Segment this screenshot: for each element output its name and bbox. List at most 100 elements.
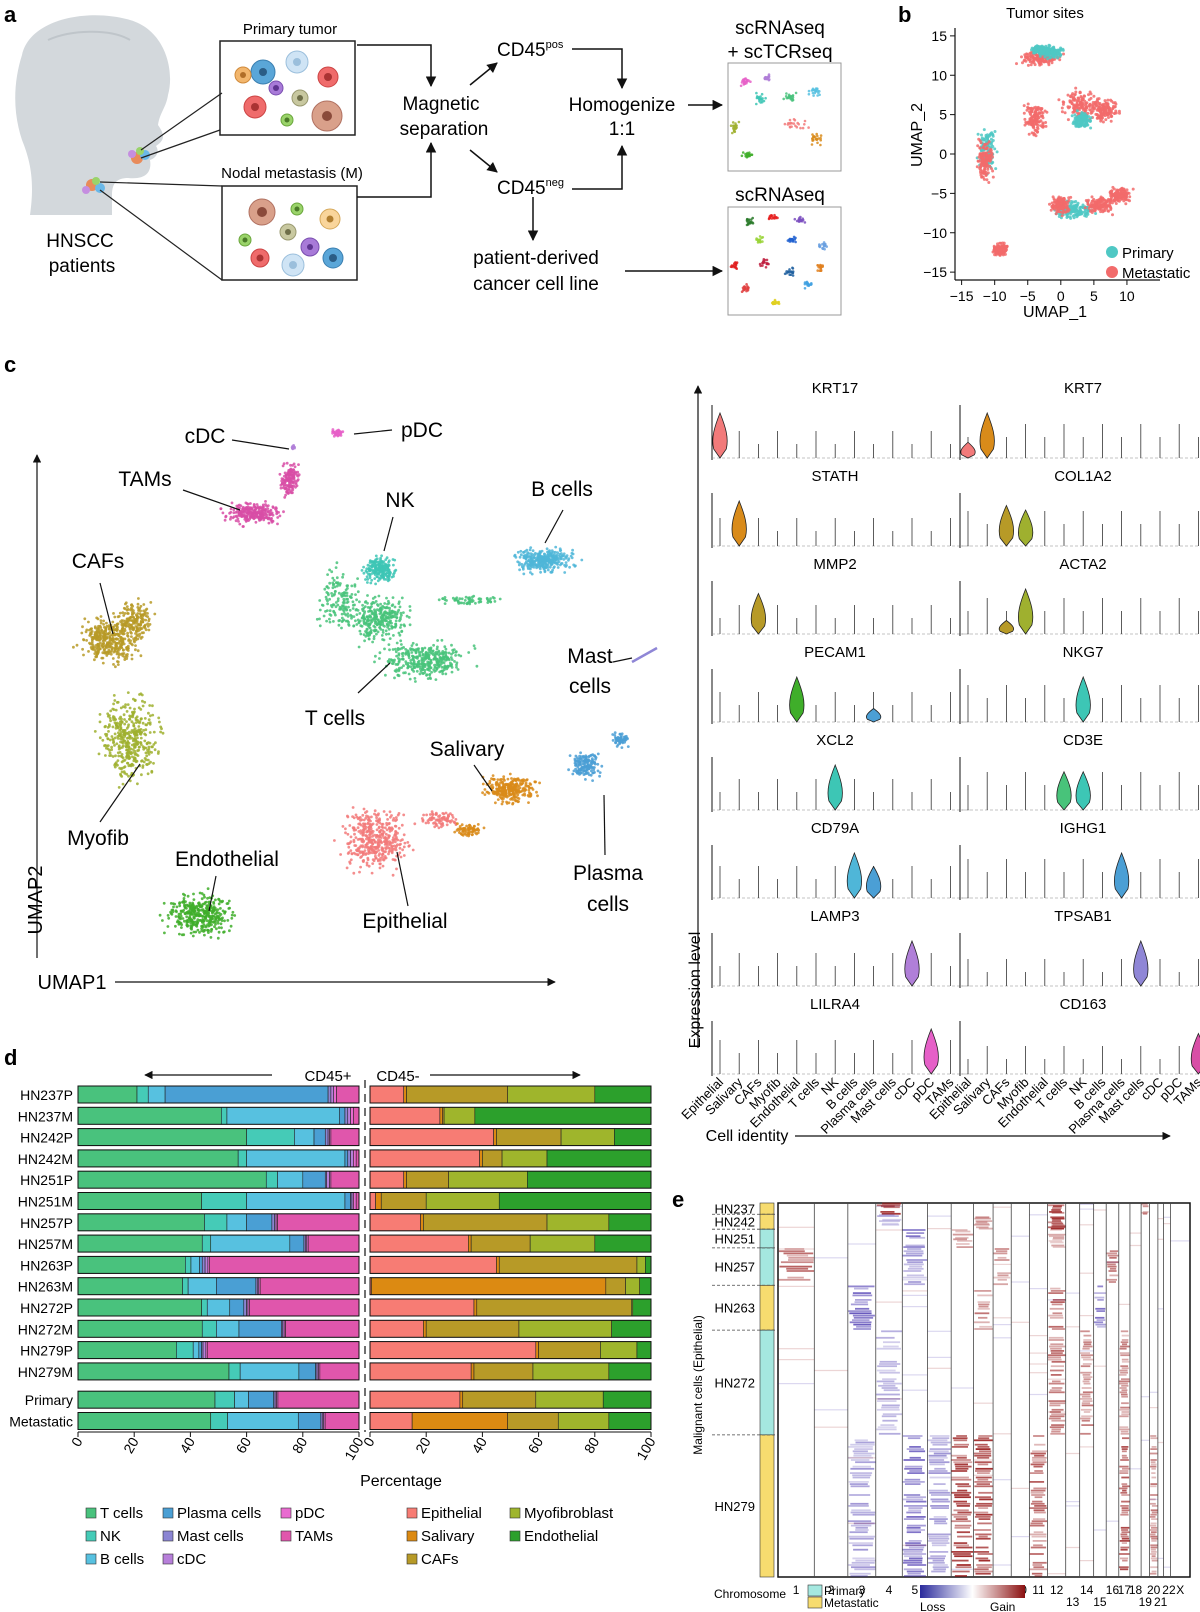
umap-point (348, 608, 352, 612)
umap-point (170, 908, 174, 912)
umap-point (123, 627, 127, 631)
umap-point (161, 919, 164, 922)
umap-point (1081, 111, 1085, 115)
umap-point (1096, 97, 1100, 101)
umap-point (134, 644, 137, 647)
umap-point (402, 611, 405, 614)
panel-b-letter: b (898, 2, 911, 27)
umap-point (180, 926, 183, 929)
b-xtick-label: −5 (1020, 288, 1036, 304)
umap-point (434, 678, 438, 681)
umap-point (799, 126, 802, 130)
umap-point (190, 918, 194, 922)
umap-point (91, 643, 95, 647)
umap-point (392, 634, 395, 637)
umap-point (811, 138, 814, 141)
thumb2-cluster (755, 235, 765, 244)
umap-point (140, 773, 143, 777)
umap-point (801, 126, 805, 130)
umap-point (100, 629, 103, 633)
umap-point (772, 216, 775, 219)
umap-point (147, 745, 151, 749)
umap-point (823, 247, 826, 251)
umap-point (819, 134, 823, 137)
umap-point (282, 484, 286, 488)
umap-point (189, 906, 193, 910)
umap-point (1036, 127, 1040, 131)
umap-point (271, 506, 275, 509)
umap-point (151, 745, 154, 749)
b-ytick-label: −10 (923, 225, 947, 241)
umap-point (224, 515, 228, 519)
umap-point (183, 919, 186, 923)
umap-point (1028, 112, 1032, 115)
umap-point (450, 643, 453, 647)
umap-point (135, 614, 139, 618)
umap-point (759, 240, 762, 243)
umap-point (135, 753, 139, 757)
umap-point (206, 928, 210, 932)
umap-point (214, 918, 218, 922)
umap-point (279, 483, 283, 487)
umap-point (791, 96, 795, 99)
umap-point (223, 919, 226, 923)
umap-point (979, 141, 983, 145)
umap-point (732, 124, 735, 127)
umap-point (1044, 121, 1048, 124)
umap-point (215, 910, 219, 914)
umap-point (111, 634, 114, 637)
thumb2-cluster (816, 263, 824, 273)
umap-point (172, 905, 175, 909)
umap-point (807, 89, 811, 93)
umap-point (101, 661, 105, 665)
umap-point (108, 751, 112, 755)
umap-point (1052, 207, 1056, 211)
umap-point (1002, 244, 1006, 247)
b-xtick-label: −15 (950, 288, 974, 304)
umap-point (119, 620, 122, 623)
umap-point (139, 654, 143, 658)
umap-point (284, 475, 288, 479)
umap-point (121, 729, 125, 732)
umap-point (179, 914, 183, 918)
umap-point (418, 651, 421, 655)
umap-point (116, 663, 120, 666)
umap-point (381, 638, 384, 641)
umap-point (397, 631, 401, 635)
umap-point (115, 742, 119, 746)
umap-point (1080, 212, 1084, 216)
umap-point (1060, 214, 1064, 218)
umap-point (227, 899, 231, 903)
umap-point (87, 620, 90, 624)
umap-point (377, 576, 381, 580)
umap-point (292, 471, 295, 475)
umap-point (983, 147, 987, 151)
umap-point (360, 569, 364, 572)
umap-point (166, 925, 170, 928)
cd45neg-label: CD45neg (497, 177, 564, 199)
umap-point (811, 91, 815, 95)
umap-point (988, 164, 992, 168)
umap-point (145, 763, 149, 766)
umap-point (241, 525, 245, 528)
umap-point (132, 609, 135, 612)
umap-point (792, 235, 796, 239)
umap-point (803, 123, 806, 126)
umap-point (1123, 190, 1127, 194)
umap-point (1089, 209, 1092, 213)
umap-point (1074, 86, 1078, 90)
umap-point (788, 273, 791, 277)
umap-point (384, 629, 388, 633)
umap-point (173, 902, 177, 906)
umap-point (375, 632, 378, 636)
umap-point (1109, 119, 1113, 123)
umap-point (110, 642, 114, 646)
b-ytick-label: 10 (931, 67, 947, 83)
umap-point (381, 604, 384, 608)
b-cluster (1070, 109, 1093, 130)
umap-point (1048, 56, 1052, 60)
umap-point (1063, 200, 1066, 204)
umap-point (1101, 120, 1105, 124)
umap-point (189, 926, 193, 930)
umap-point (116, 737, 120, 740)
